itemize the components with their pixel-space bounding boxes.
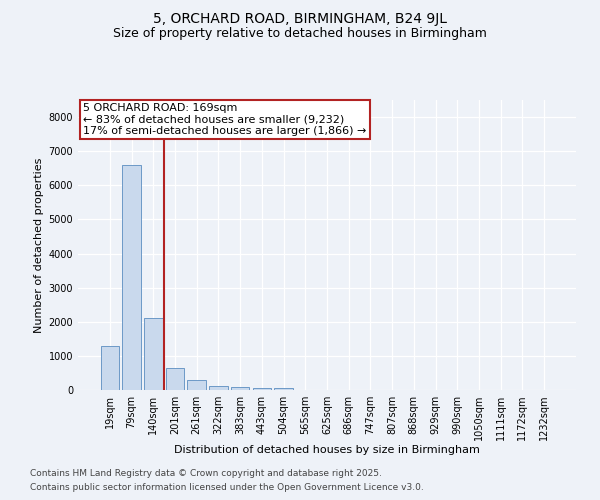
Text: 5 ORCHARD ROAD: 169sqm
← 83% of detached houses are smaller (9,232)
17% of semi-: 5 ORCHARD ROAD: 169sqm ← 83% of detached… (83, 103, 367, 136)
Bar (166, 368, 184, 390)
Bar (231, 388, 250, 390)
Text: Size of property relative to detached houses in Birmingham: Size of property relative to detached ho… (113, 28, 487, 40)
X-axis label: Distribution of detached houses by size in Birmingham: Distribution of detached houses by size … (174, 444, 480, 454)
Bar (274, 388, 293, 390)
Bar (253, 388, 271, 390)
Y-axis label: Number of detached properties: Number of detached properties (34, 158, 44, 332)
Text: 5, ORCHARD ROAD, BIRMINGHAM, B24 9JL: 5, ORCHARD ROAD, BIRMINGHAM, B24 9JL (153, 12, 447, 26)
Bar (187, 380, 206, 390)
Bar (209, 386, 227, 390)
Bar (144, 318, 163, 390)
Bar (101, 346, 119, 390)
Text: Contains HM Land Registry data © Crown copyright and database right 2025.: Contains HM Land Registry data © Crown c… (30, 468, 382, 477)
Text: Contains public sector information licensed under the Open Government Licence v3: Contains public sector information licen… (30, 484, 424, 492)
Bar (122, 165, 141, 390)
